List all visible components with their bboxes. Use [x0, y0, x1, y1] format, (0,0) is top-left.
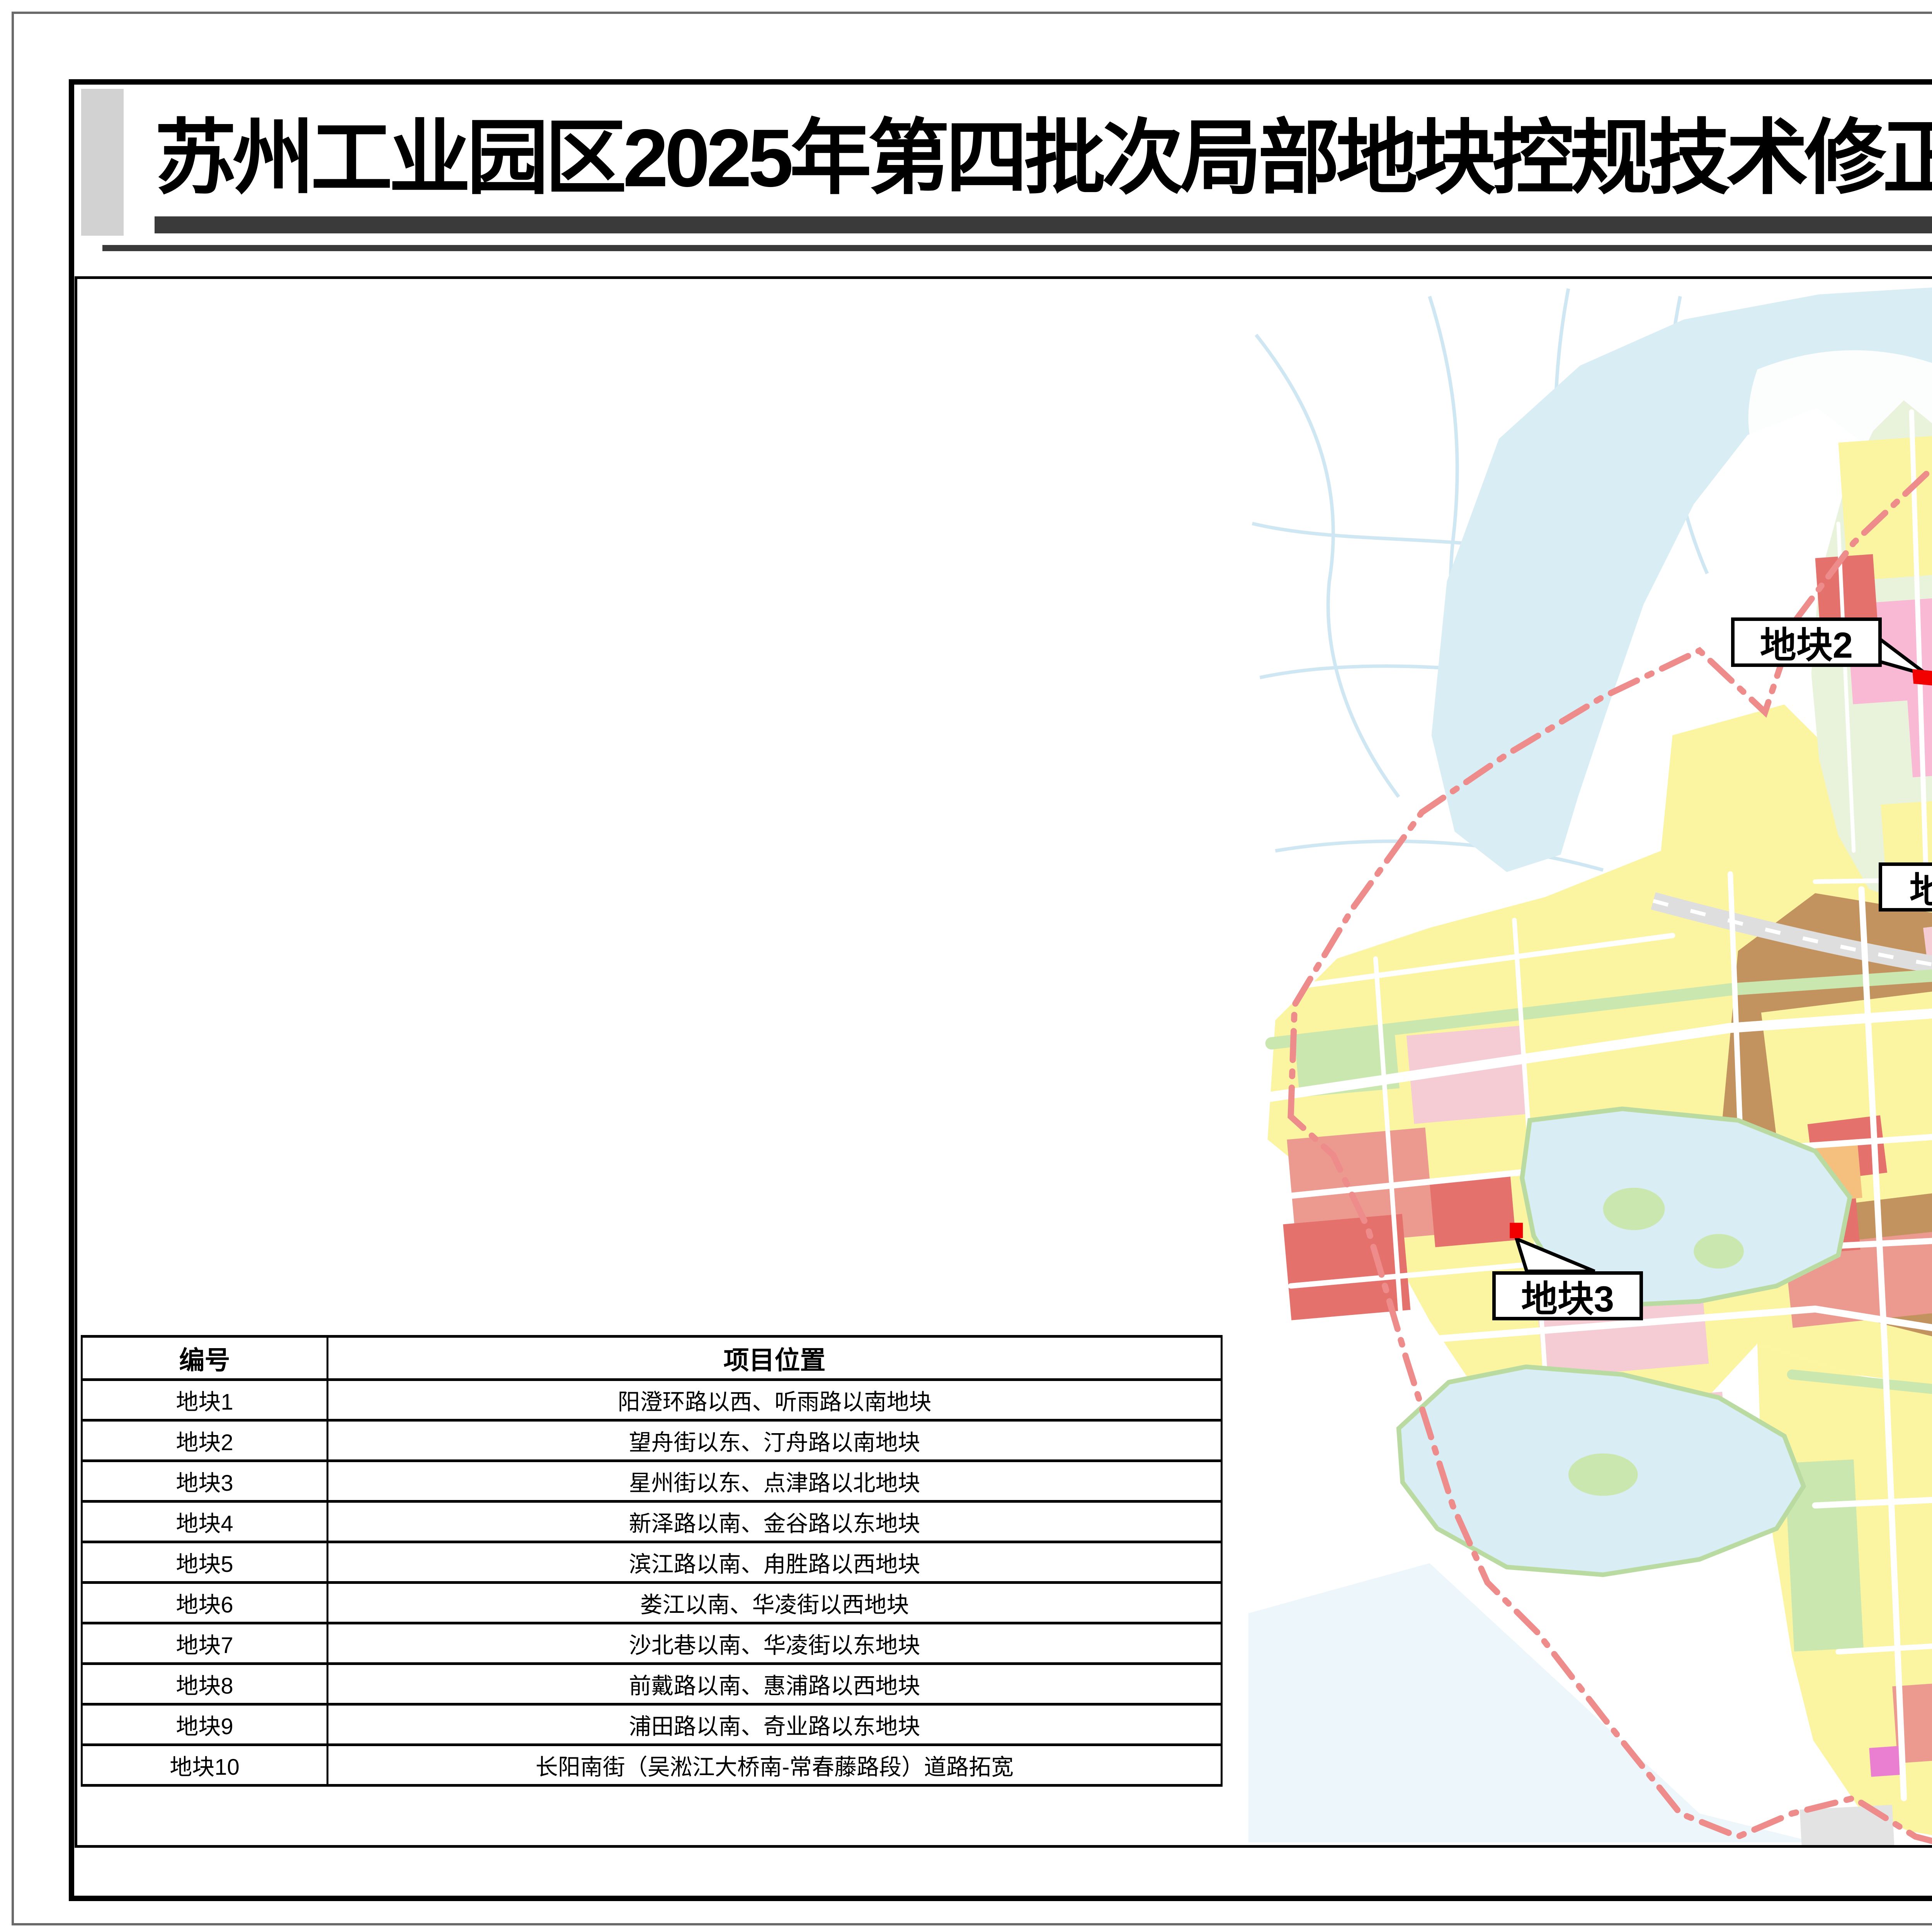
table-row: 地块4 新泽路以南、金谷路以东地块 — [81, 1500, 1223, 1543]
plot-location: 浦田路以南、奇业路以东地块 — [327, 1703, 1223, 1746]
plot-list-table: 编号 项目位置 地块1 阳澄环路以西、听雨路以南地块 地块2 望舟街以东、汀舟路以南… — [81, 1335, 1223, 1787]
table-header-row: 编号 项目位置 — [81, 1335, 1223, 1381]
plot-location: 滨江路以南、甪胜路以西地块 — [327, 1541, 1223, 1584]
column-header-location: 项目位置 — [327, 1335, 1223, 1381]
plot-location: 沙北巷以南、华凌街以东地块 — [327, 1622, 1223, 1665]
lake-north — [1431, 287, 1932, 872]
railway-corridor — [1651, 892, 1932, 974]
plot-location: 前戴路以南、惠浦路以西地块 — [327, 1662, 1223, 1706]
plot-location: 阳澄环路以西、听雨路以南地块 — [327, 1378, 1223, 1422]
plot-id: 地块7 — [81, 1622, 328, 1665]
table-row: 地块2 望舟街以东、汀舟路以南地块 — [81, 1419, 1223, 1462]
plot-id: 地块4 — [81, 1500, 328, 1543]
plot-id: 地块8 — [81, 1662, 328, 1706]
plot-id: 地块6 — [81, 1581, 328, 1624]
green-corridors — [1265, 969, 1932, 1394]
plot-id: 地块2 — [81, 1419, 328, 1462]
plot-id: 地块3 — [81, 1459, 328, 1503]
column-header-id: 编号 — [81, 1335, 328, 1381]
table-row: 地块5 滨江路以南、甪胜路以西地块 — [81, 1541, 1223, 1584]
road-network — [1262, 409, 1932, 1801]
plot-marker-2 — [1912, 669, 1932, 685]
title-accent-bar — [81, 89, 124, 236]
table-row: 地块7 沙北巷以南、华凌街以东地块 — [81, 1622, 1223, 1665]
planning-boundary-line — [1287, 465, 1932, 1844]
plot-markers — [1510, 669, 1932, 1238]
table-row: 地块10 长阳南街（吴淞江大桥南-常春藤路段）道路拓宽 — [81, 1743, 1223, 1787]
table-row: 地块1 阳澄环路以西、听雨路以南地块 — [81, 1378, 1223, 1422]
plot-id: 地块5 — [81, 1541, 328, 1584]
water-outside-southwest — [1248, 1563, 1815, 1843]
location-map-panel — [75, 276, 1932, 1848]
table-row: 地块8 前戴路以南、惠浦路以西地块 — [81, 1662, 1223, 1706]
table-row: 地块6 娄江以南、华凌街以西地块 — [81, 1581, 1223, 1624]
plot-location: 娄江以南、华凌街以西地块 — [327, 1581, 1223, 1624]
west-lakes — [1396, 1106, 1852, 1577]
title-underline-thick — [155, 216, 1932, 233]
plot-id: 地块1 — [81, 1378, 328, 1422]
location-map — [1248, 287, 1932, 1845]
title-underline-thin — [102, 245, 1932, 251]
plot-marker-3 — [1510, 1223, 1523, 1238]
callout-plot-6: 地块6 — [1879, 862, 1932, 912]
plot-location: 新泽路以南、金谷路以东地块 — [327, 1500, 1223, 1543]
callout-plot-3: 地块3 — [1492, 1271, 1643, 1320]
table-row: 地块9 浦田路以南、奇业路以东地块 — [81, 1703, 1223, 1746]
plot-location: 星州街以东、点津路以北地块 — [327, 1459, 1223, 1503]
outer-border — [12, 12, 1932, 1925]
sheet-frame — [69, 79, 1932, 1901]
callout-plot-2: 地块2 — [1731, 617, 1882, 667]
plot-location: 望舟街以东、汀舟路以南地块 — [327, 1419, 1223, 1462]
plot-id: 地块9 — [81, 1703, 328, 1746]
page-title: 苏州工业园区2025年第四批次局部地块控规技术修正 — [155, 112, 1932, 204]
table-row: 地块3 星州街以东、点津路以北地块 — [81, 1459, 1223, 1503]
plot-location: 长阳南街（吴淞江大桥南-常春藤路段）道路拓宽 — [327, 1743, 1223, 1787]
plot-id: 地块10 — [81, 1743, 328, 1787]
